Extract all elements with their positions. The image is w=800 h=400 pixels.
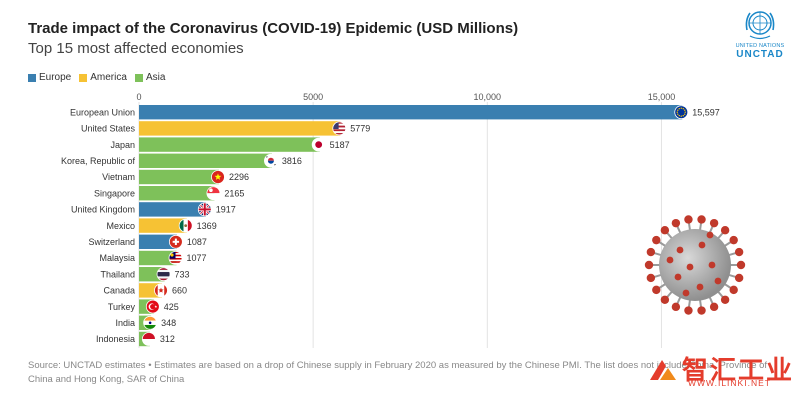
legend-item-europe[interactable]: Europe [28, 72, 71, 83]
bar[interactable] [139, 186, 215, 201]
bar-group-india[interactable]: India 348 [115, 315, 176, 330]
bar[interactable] [139, 202, 206, 217]
unctad-logo: UNITED NATIONS UNCTAD [730, 8, 790, 60]
bar-group-thailand[interactable]: Thailand 733 [100, 267, 190, 282]
watermark-text: 智汇工业 [682, 355, 795, 385]
category-label: Thailand [100, 269, 135, 279]
bar[interactable] [139, 234, 177, 249]
logo-name: UNCTAD [736, 49, 784, 60]
x-tick-label: 0 [136, 92, 141, 102]
value-label: 1077 [187, 253, 207, 263]
coronavirus-icon [644, 215, 746, 315]
category-label: Korea, Republic of [61, 156, 136, 166]
value-label: 660 [172, 286, 187, 296]
value-label: 348 [161, 318, 176, 328]
value-label: 312 [160, 334, 175, 344]
category-label: Indonesia [96, 334, 135, 344]
bar[interactable] [139, 137, 320, 152]
x-tick-label: 10,000 [474, 92, 502, 102]
canada-flag-icon [154, 283, 168, 297]
bar-group-united-kingdom[interactable]: United Kingdom 1917 [71, 202, 236, 217]
singapore-flag-icon [206, 186, 220, 200]
value-label: 1917 [216, 205, 236, 215]
legend-swatch-america [79, 73, 88, 82]
legend-swatch-asia [134, 73, 143, 82]
legend-item-america[interactable]: America [79, 72, 127, 83]
bar[interactable] [139, 250, 177, 266]
bar-group-korea-republic-of[interactable]: Korea, Republic of 3816 [61, 153, 302, 168]
category-label: Singapore [94, 188, 135, 198]
value-label: 5187 [330, 140, 350, 150]
bar[interactable] [139, 169, 219, 185]
legend: Europe America Asia [28, 72, 165, 83]
un-emblem-icon [745, 11, 775, 40]
bar[interactable] [139, 105, 683, 120]
thailand-flag-icon [157, 267, 171, 281]
bar[interactable] [139, 121, 341, 136]
category-label: Canada [103, 286, 135, 296]
category-label: Switzerland [88, 237, 135, 247]
category-label: European Union [70, 107, 135, 117]
source-note: Source: UNCTAD estimates • Estimates are… [28, 360, 768, 385]
legend-item-asia[interactable]: Asia [134, 72, 166, 83]
mexico-flag-icon [179, 219, 193, 233]
bar-group-united-states[interactable]: United States 5779 [81, 121, 370, 136]
value-label: 1369 [197, 221, 217, 231]
x-tick-label: 15,000 [648, 92, 676, 102]
bar-group-switzerland[interactable]: Switzerland 1087 [88, 234, 207, 249]
logo-top-text: UNITED NATIONS [735, 43, 785, 49]
chart-title: Trade impact of the Coronavirus (COVID-1… [28, 20, 519, 37]
bar-group-malaysia[interactable]: Malaysia 1077 [99, 250, 207, 266]
x-tick-label: 5000 [303, 92, 323, 102]
category-label: Turkey [108, 302, 136, 312]
value-label: 2296 [229, 172, 249, 182]
bar[interactable] [139, 218, 187, 233]
category-label: Mexico [106, 221, 135, 231]
legend-swatch-europe [28, 73, 36, 82]
legend-label-asia: Asia [145, 72, 166, 83]
value-label: 2165 [224, 188, 244, 198]
eu-flag-icon [674, 105, 688, 119]
bar-group-canada[interactable]: Canada 660 [103, 283, 187, 298]
value-label: 3816 [282, 156, 302, 166]
category-label: Japan [110, 140, 135, 150]
watermark: 智汇工业 WWW.ILINKI.NET [648, 350, 795, 388]
switzerland-flag-icon [169, 235, 183, 249]
bar-group-vietnam[interactable]: Vietnam 2296 [102, 169, 249, 185]
value-label: 733 [175, 269, 190, 279]
category-label: Vietnam [102, 172, 135, 182]
value-label: 5779 [350, 124, 370, 134]
legend-label-america: America [90, 72, 127, 83]
value-label: 15,597 [692, 107, 720, 117]
india-flag-icon [143, 316, 157, 330]
category-label: Malaysia [99, 253, 135, 263]
chart-subtitle: Top 15 most affected economies [28, 40, 244, 57]
watermark-url: WWW.ILINKI.NET [688, 378, 771, 388]
vietnam-flag-icon [211, 170, 225, 184]
bar-group-turkey[interactable]: Turkey 425 [108, 299, 179, 314]
bar[interactable] [139, 153, 272, 168]
legend-label-europe: Europe [39, 72, 72, 83]
category-label: United States [81, 124, 136, 134]
bar-group-japan[interactable]: Japan 5187 [110, 137, 350, 152]
indonesia-flag-icon [142, 332, 156, 346]
japan-flag-icon [312, 138, 326, 152]
value-label: 425 [164, 302, 179, 312]
turkey-flag-icon [146, 300, 160, 314]
malaysia-flag-icon [169, 251, 183, 265]
value-label: 1087 [187, 237, 207, 247]
us-flag-icon [332, 121, 346, 135]
bar-group-singapore[interactable]: Singapore 2165 [94, 186, 244, 201]
bar-group-indonesia[interactable]: Indonesia 312 [96, 331, 175, 347]
watermark-logo-icon [650, 359, 676, 380]
category-label: India [115, 318, 135, 328]
bar-group-european-union[interactable]: European Union 15,597 [70, 105, 720, 120]
bar-group-mexico[interactable]: Mexico 1369 [106, 218, 217, 233]
korea-flag-icon [264, 154, 278, 168]
category-label: United Kingdom [71, 205, 135, 215]
